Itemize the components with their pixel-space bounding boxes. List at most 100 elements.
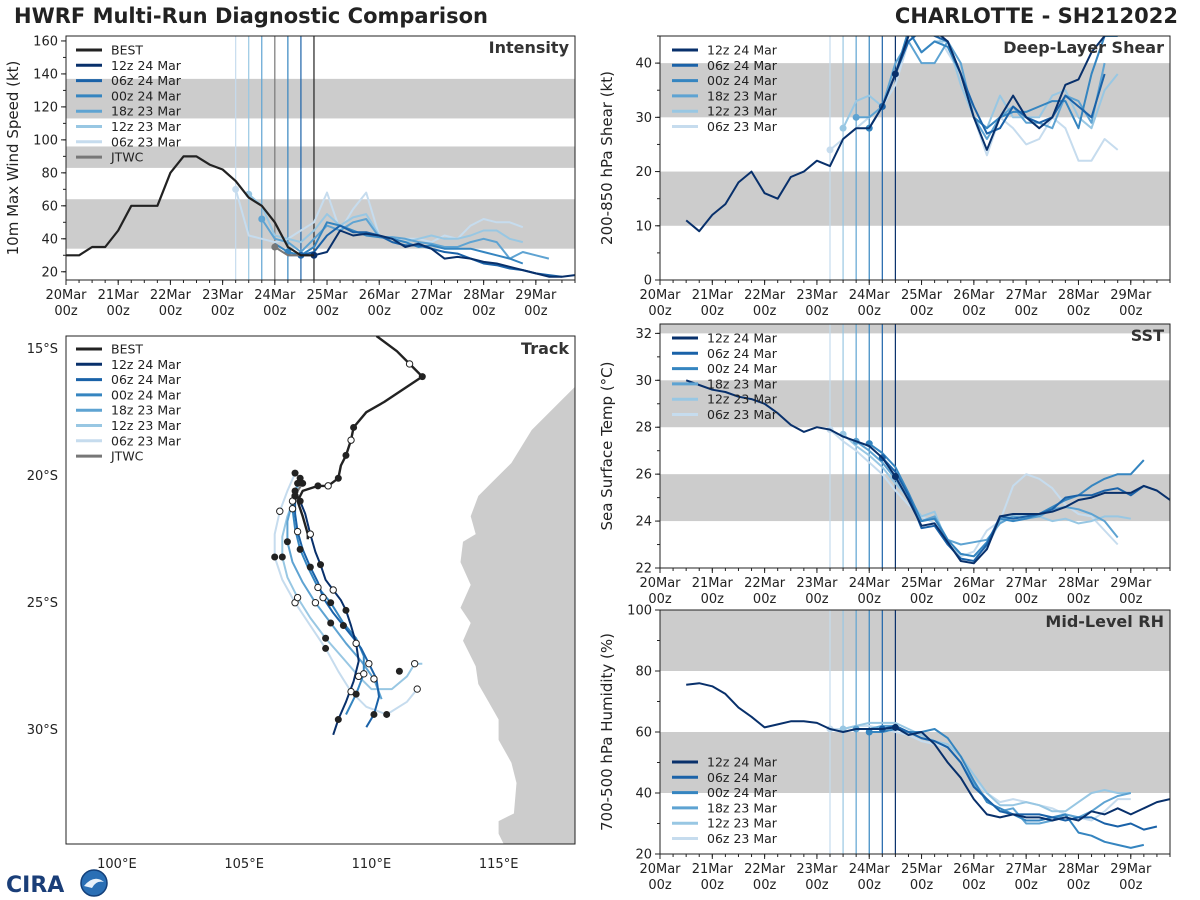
shear-xtick-label-hour-2: 00z: [753, 304, 777, 319]
sst-ytick-label-30: 30: [635, 374, 652, 389]
intensity-xtick-label-date-6: 26Mar: [359, 288, 401, 303]
rh-xtick-label-date-2: 22Mar: [744, 862, 786, 877]
legend-label-12z-23-mar: 12z 23 Mar: [707, 392, 778, 407]
shear-frame: [659, 35, 1171, 281]
track-lon-label-3: 115°E: [479, 857, 519, 872]
track-point-filled-06z-23-mar-3: [383, 710, 391, 718]
track-point-filled-12z-24-mar-3: [334, 716, 342, 724]
intensity-frame: [65, 35, 576, 281]
track-point-open-06z-24-mar-0: [293, 527, 302, 536]
shear-xtick-label-hour-1: 00z: [701, 304, 725, 319]
track-point-filled-best-1: [350, 423, 358, 431]
track-point-filled-00z-24-mar-3: [352, 690, 360, 698]
figure-title: HWRF Multi-Run Diagnostic Comparison: [14, 4, 489, 28]
intensity-plot-area: [66, 36, 575, 280]
shear-xtick-label-hour-0: 00z: [648, 304, 672, 319]
track-point-filled-00z-24-mar-2: [327, 599, 335, 607]
shear-ytick-label-30: 30: [635, 111, 652, 126]
track-point-filled-06z-23-mar-1: [271, 553, 279, 561]
track-point-open-06z-23-mar-3: [413, 685, 421, 693]
rh-xtick-label-date-0: 20Mar: [639, 862, 681, 877]
sst-xtick-label-date-1: 21Mar: [692, 576, 734, 591]
shear-ylabel: 200-850 hPa Shear (kt): [598, 71, 616, 245]
intensity-xtick-label-hour-3: 00z: [211, 304, 235, 319]
legend-label-06z-24-mar: 06z 24 Mar: [707, 346, 778, 361]
sst-ylabel: Sea Surface Temp (°C): [598, 361, 616, 530]
shear-xtick-label-date-8: 28Mar: [1058, 288, 1100, 303]
shear-ytick-label-40: 40: [635, 57, 652, 72]
legend-label-18z-23-mar: 18z 23 Mar: [111, 104, 182, 119]
track-point-filled-06z-23-mar-2: [322, 644, 330, 652]
sst-series-06z-24-mar: [881, 457, 1158, 562]
rh-xtick-label-date-1: 21Mar: [692, 862, 734, 877]
legend-label-12z-24-mar: 12z 24 Mar: [707, 43, 778, 58]
legend-label-18z-23-mar: 18z 23 Mar: [707, 88, 778, 103]
track-point-open-06z-23-mar-0: [276, 507, 284, 515]
track-point-filled-12z-24-mar-2: [342, 606, 350, 614]
shear-xtick-label-date-3: 23Mar: [796, 288, 838, 303]
sst-xtick-label-date-8: 28Mar: [1058, 576, 1100, 591]
track-point-open-18z-23-mar-2: [370, 675, 378, 683]
sst-series-12z-24-mar: [685, 379, 1170, 565]
legend-label-06z-24-mar: 06z 24 Mar: [707, 770, 778, 785]
track-panel-title: Track: [521, 339, 569, 358]
track-point-open-12z-23-mar-1: [293, 593, 302, 602]
legend-label-jtwc: JTWC: [110, 449, 144, 464]
shear-xtick-label-hour-6: 00z: [962, 304, 986, 319]
shear-xtick-label-hour-4: 00z: [858, 304, 882, 319]
legend-label-12z-23-mar: 12z 23 Mar: [707, 816, 778, 831]
legend-label-00z-24-mar: 00z 24 Mar: [707, 361, 778, 376]
track-series-06z-23-mar: [273, 472, 418, 716]
sst-ytick-label-24: 24: [635, 515, 652, 530]
legend-label-12z-23-mar: 12z 23 Mar: [111, 418, 182, 433]
legend-label-12z-24-mar: 12z 24 Mar: [707, 331, 778, 346]
sst-ytick-label-32: 32: [635, 327, 652, 342]
rh-xtick-label-hour-0: 00z: [648, 878, 672, 893]
sst-xtick-label-date-9: 29Mar: [1110, 576, 1152, 591]
sst-xtick-label-date-2: 22Mar: [744, 576, 786, 591]
rh-xtick-label-date-3: 23Mar: [796, 862, 838, 877]
track-series-12z-23-mar: [281, 477, 423, 691]
track-point-filled-12z-23-mar-3: [395, 667, 403, 675]
rh-ytick-label-80: 80: [635, 665, 652, 680]
rh-marker-00z-24-mar-0: [865, 728, 873, 736]
track-point-open-06z-24-mar-2: [365, 659, 373, 668]
rh-xtick-label-date-9: 29Mar: [1110, 862, 1152, 877]
legend-label-12z-23-mar: 12z 23 Mar: [707, 104, 778, 119]
rh-xtick-label-hour-2: 00z: [753, 878, 777, 893]
track-point-filled-00z-24-mar-0: [291, 487, 299, 495]
sst-panel: 22242628303220Mar00z21Mar00z22Mar00z23Ma…: [598, 323, 1171, 607]
legend-label-18z-23-mar: 18z 23 Mar: [111, 403, 182, 418]
track-point-open-00z-24-mar-0: [288, 505, 297, 513]
legend-label-12z-23-mar: 12z 23 Mar: [111, 119, 182, 134]
sst-xtick-label-date-3: 23Mar: [796, 576, 838, 591]
track-lon-label-1: 105°E: [224, 857, 264, 872]
intensity-marker-06z-23-mar-0: [232, 185, 240, 193]
rh-ytick-label-20: 20: [635, 848, 652, 863]
shear-band-1: [660, 63, 1170, 118]
legend-label-00z-24-mar: 00z 24 Mar: [707, 785, 778, 800]
intensity-ytick-label-60: 60: [41, 199, 58, 214]
rh-xtick-label-hour-8: 00z: [1067, 878, 1091, 893]
sst-ytick-label-22: 22: [635, 562, 652, 577]
track-point-open-00z-24-mar-1: [314, 583, 322, 592]
legend-label-06z-24-mar: 06z 24 Mar: [707, 58, 778, 73]
track-point-filled-06z-24-mar-3: [370, 710, 378, 718]
track-point-filled-12z-24-mar-1: [317, 561, 324, 569]
sst-xtick-label-hour-7: 00z: [1014, 592, 1038, 607]
track-point-filled-18z-23-mar-1: [283, 538, 291, 546]
track-series-06z-24-mar: [294, 496, 380, 728]
shear-xtick-label-date-2: 22Mar: [744, 288, 786, 303]
sst-xtick-label-date-4: 24Mar: [849, 576, 891, 591]
intensity-xtick-label-hour-1: 00z: [107, 304, 131, 319]
shear-xtick-label-hour-3: 00z: [805, 304, 829, 319]
shear-xtick-label-date-6: 26Mar: [953, 288, 995, 303]
shear-xtick-label-date-0: 20Mar: [639, 288, 681, 303]
sst-xtick-label-hour-8: 00z: [1067, 592, 1091, 607]
sst-xtick-label-hour-9: 00z: [1119, 592, 1143, 607]
intensity-series-best: [66, 155, 314, 257]
intensity-series-18z-23-mar: [260, 218, 550, 260]
rh-ytick-label-40: 40: [635, 787, 652, 802]
